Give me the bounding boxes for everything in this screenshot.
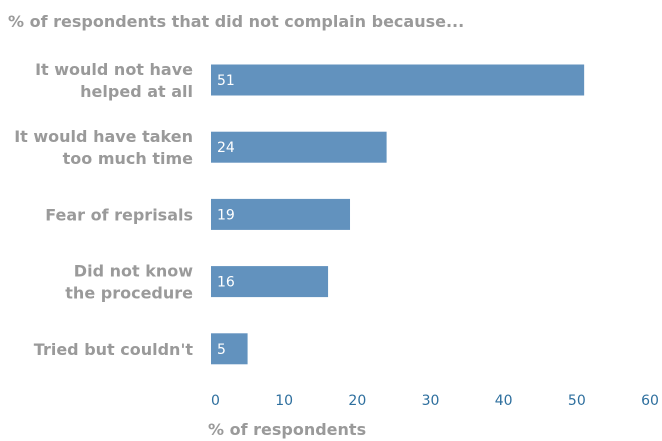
category-label: It would not have helped at all: [35, 60, 193, 101]
x-tick-label: 0: [211, 393, 220, 409]
x-tick-label: 40: [495, 393, 513, 409]
category-label: Tried but couldn't: [34, 340, 194, 359]
bar: [211, 131, 387, 163]
category-label: Did not know the procedure: [65, 262, 193, 303]
chart-title: % of respondents that did not complain b…: [8, 12, 465, 31]
bar: [211, 333, 248, 365]
bar-value-label: 16: [217, 275, 235, 291]
bar: [211, 198, 351, 230]
x-tick-label: 10: [275, 393, 293, 409]
bar-value-label: 19: [217, 207, 235, 223]
x-tick-label: 60: [641, 393, 659, 409]
x-tick-label: 30: [422, 393, 440, 409]
bar-value-label: 24: [217, 140, 235, 156]
x-axis-title: % of respondents: [208, 420, 367, 439]
category-label: It would have taken too much time: [14, 127, 193, 168]
x-tick-label: 50: [568, 393, 586, 409]
bar: [211, 64, 585, 96]
bar-value-label: 51: [217, 73, 235, 89]
category-label: Fear of reprisals: [45, 205, 193, 224]
bar: [211, 266, 329, 298]
bar-value-label: 5: [217, 342, 226, 358]
x-tick-label: 20: [348, 393, 366, 409]
